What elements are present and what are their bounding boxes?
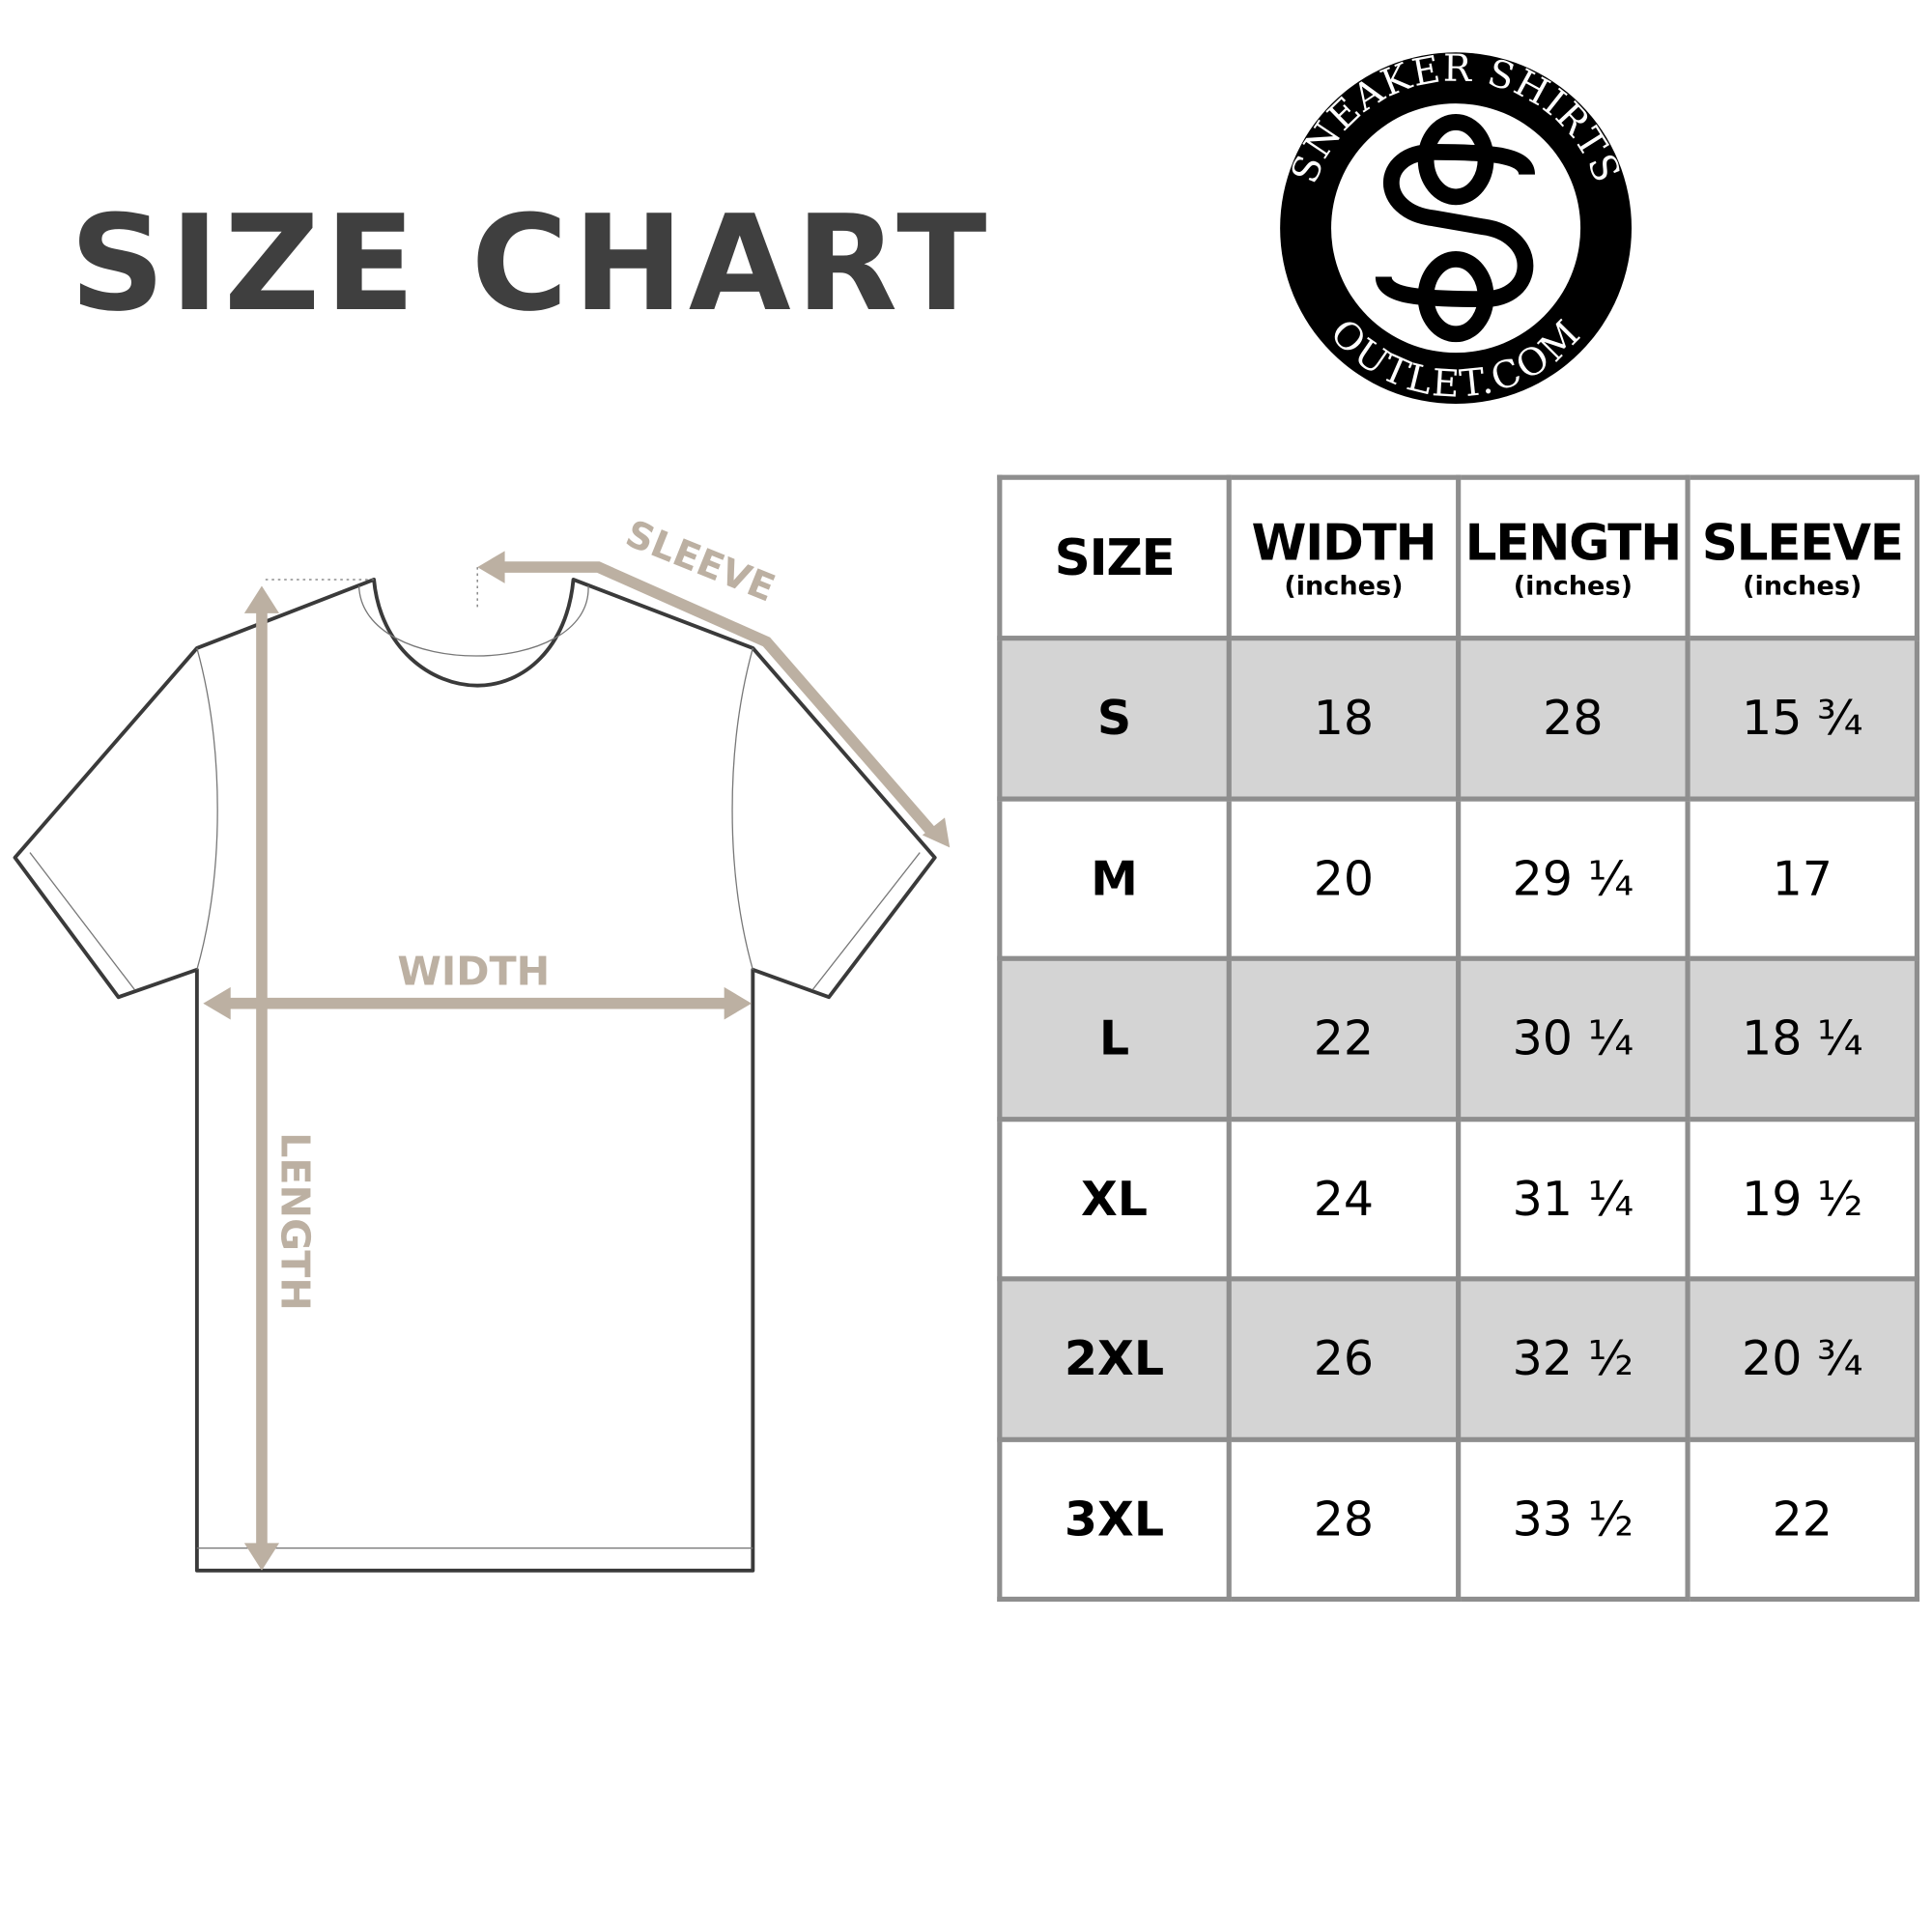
table-row: L 22 30 ¼ 18 ¼ xyxy=(997,955,1920,1122)
logo-monogram-icon xyxy=(1375,114,1536,343)
cell-length: 29 ¼ xyxy=(1456,795,1690,961)
measure-arrows xyxy=(203,551,951,1571)
cell-sleeve: 15 ¾ xyxy=(1685,636,1920,802)
table-header-row: SIZE WIDTH (inches) LENGTH (inches) SLEEVE… xyxy=(997,474,1920,641)
header-unit: (inches) xyxy=(1743,570,1862,601)
cell-sleeve: 19 ½ xyxy=(1685,1116,1920,1282)
table-row: M 20 29 ¼ 17 xyxy=(997,795,1920,961)
cell-size: XL xyxy=(997,1116,1232,1282)
cell-width: 20 xyxy=(1226,795,1462,961)
cell-length: 31 ¼ xyxy=(1456,1116,1690,1282)
size-table: SIZE WIDTH (inches) LENGTH (inches) SLEEVE… xyxy=(997,474,1920,1603)
width-arrowhead-right xyxy=(724,986,753,1020)
page-title: SIZE CHART xyxy=(70,186,992,341)
header-label: LENGTH xyxy=(1464,514,1683,572)
cell-sleeve: 17 xyxy=(1685,795,1920,961)
cell-width: 18 xyxy=(1226,636,1462,802)
header-unit: (inches) xyxy=(1284,570,1404,601)
cell-sleeve: 20 ¾ xyxy=(1685,1276,1920,1442)
table-row: 2XL 26 32 ½ 20 ¾ xyxy=(997,1276,1920,1442)
brand-logo: SNEAKER SHIRTS OUTLET.COM xyxy=(1280,47,1633,407)
cell-size: L xyxy=(997,955,1232,1122)
table-row: S 18 28 15 ¾ xyxy=(997,636,1920,802)
sleeve-label: SLEEVE xyxy=(619,512,781,611)
cell-length: 30 ¼ xyxy=(1456,955,1690,1122)
cell-length: 28 xyxy=(1456,636,1690,802)
cell-width: 28 xyxy=(1226,1436,1462,1603)
table-row: 3XL 28 33 ½ 22 xyxy=(997,1436,1920,1603)
table-row: XL 24 31 ¼ 19 ½ xyxy=(997,1116,1920,1282)
header-sleeve: SLEEVE (inches) xyxy=(1685,474,1920,641)
length-label: LENGTH xyxy=(272,1132,319,1311)
cell-length: 32 ½ xyxy=(1456,1276,1690,1442)
header-width: WIDTH (inches) xyxy=(1226,474,1462,641)
cell-size: 2XL xyxy=(997,1276,1232,1442)
header-length: LENGTH (inches) xyxy=(1456,474,1690,641)
cell-width: 26 xyxy=(1226,1276,1462,1442)
cell-width: 22 xyxy=(1226,955,1462,1122)
cell-sleeve: 18 ¼ xyxy=(1685,955,1920,1122)
cell-size: M xyxy=(997,795,1232,961)
header-label: SIZE xyxy=(1054,528,1176,587)
cell-length: 33 ½ xyxy=(1456,1436,1690,1603)
sleeve-arrowhead-left xyxy=(477,551,505,583)
width-arrowhead-left xyxy=(203,986,231,1020)
header-unit: (inches) xyxy=(1513,570,1633,601)
header-size: SIZE xyxy=(997,474,1232,641)
cell-sleeve: 22 xyxy=(1685,1436,1920,1603)
length-arrowhead-top xyxy=(243,585,280,613)
sleeve-arrow xyxy=(498,561,937,837)
tshirt-outline xyxy=(13,578,937,1573)
header-label: SLEEVE xyxy=(1701,514,1904,572)
width-label: WIDTH xyxy=(397,948,550,994)
cell-size: 3XL xyxy=(997,1436,1232,1603)
header-label: WIDTH xyxy=(1251,514,1436,572)
tshirt-seams xyxy=(29,567,921,1549)
cell-size: S xyxy=(997,636,1232,802)
cell-width: 24 xyxy=(1226,1116,1462,1282)
sleeve-arrowhead-right xyxy=(922,817,951,848)
length-arrowhead-bottom xyxy=(243,1543,280,1571)
